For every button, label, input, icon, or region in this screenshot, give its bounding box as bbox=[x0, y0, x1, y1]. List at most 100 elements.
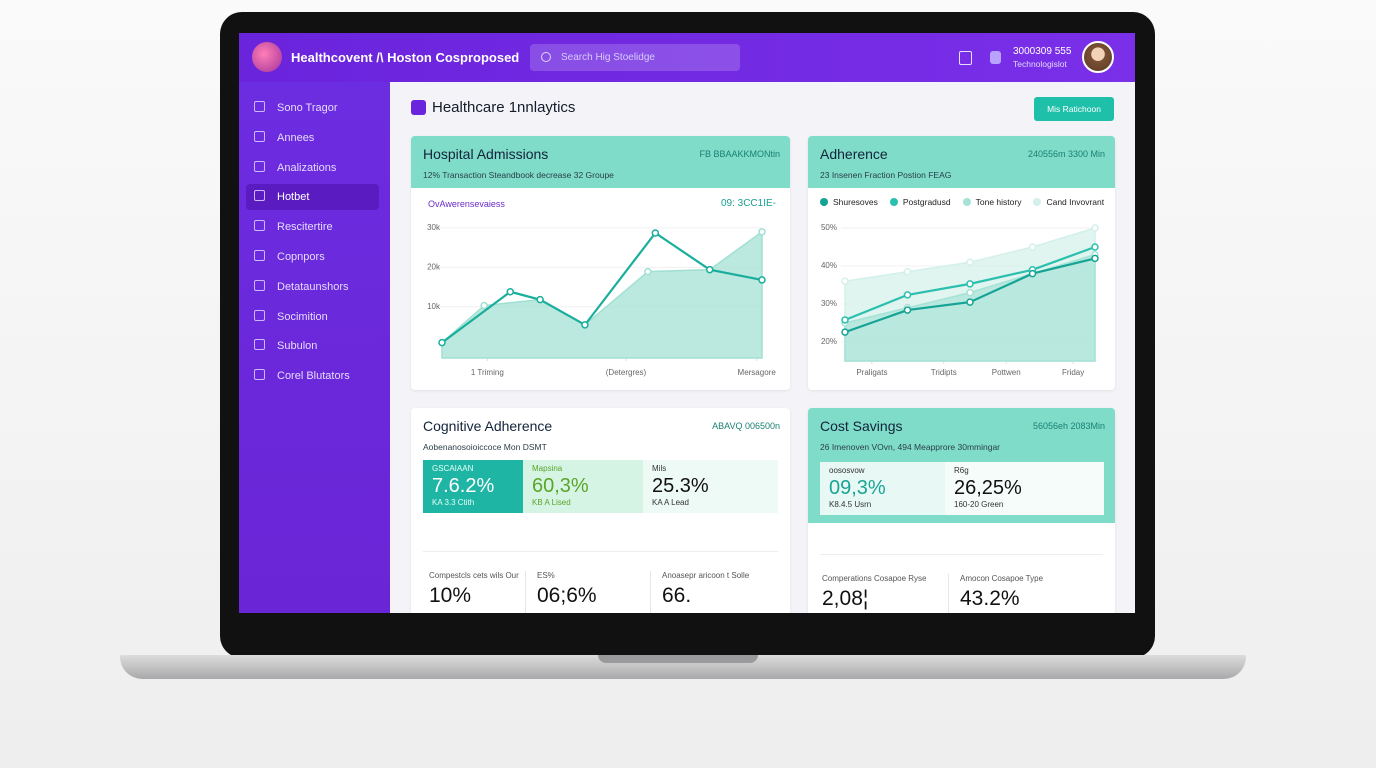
card-meta: 240556m 3300 Min bbox=[1027, 149, 1105, 159]
stat-label: Compestcls cets wils Our bbox=[429, 571, 519, 580]
x-tick-label: Tridipts bbox=[931, 368, 957, 377]
divider bbox=[820, 554, 1103, 555]
card-header bbox=[411, 136, 790, 188]
sidebar-label: Subulon bbox=[277, 340, 318, 353]
brand: Healthcovent /\ Hoston Cosproposed bbox=[291, 50, 520, 65]
divider bbox=[525, 571, 526, 613]
shield-icon[interactable] bbox=[990, 51, 1001, 64]
sidebar: Sono Tragor Annees Analizations Hotbet Resci… bbox=[239, 82, 390, 613]
legend-label: Cand Invovrant bbox=[1046, 197, 1105, 207]
chart-label: OvAwerensevaiess bbox=[428, 199, 505, 209]
y-tick-label: 50% bbox=[821, 223, 837, 232]
tile-value: 09,3% bbox=[829, 477, 886, 499]
y-tick-label: 20% bbox=[821, 337, 837, 346]
avatar[interactable] bbox=[1082, 41, 1114, 73]
sidebar-label: Sono Tragor bbox=[277, 102, 338, 114]
action-button[interactable]: Mis Ratichoon bbox=[1034, 97, 1114, 121]
point bbox=[903, 306, 912, 314]
screen: Healthcovent /\ Hoston Cosproposed Searc… bbox=[239, 33, 1135, 613]
sidebar-item[interactable]: Corel Blutators bbox=[246, 363, 379, 389]
point bbox=[581, 321, 589, 329]
y-tick-label: 30% bbox=[821, 299, 837, 308]
card-title: Cognitive Adherence bbox=[423, 418, 553, 434]
x-tick-label: Mersagore bbox=[738, 368, 777, 377]
sidebar-label: Hotbet bbox=[277, 191, 310, 204]
stat-tile: R6g 26,25% 160-20 Green bbox=[945, 462, 1104, 515]
point bbox=[966, 298, 974, 306]
sidebar-label: Corel Blutators bbox=[277, 370, 350, 383]
area bbox=[441, 230, 763, 359]
card-note: 23 Insenen Fraction Postion FEAG bbox=[820, 170, 952, 180]
point bbox=[1091, 254, 1099, 263]
legend-swatch bbox=[962, 198, 971, 206]
line-chart: 10k 20k 30k 1 Triming (Detergres) Mersagore bbox=[427, 223, 777, 377]
line-chart: 20% 30% 40% 50% Praligats Tridipts Pottwen Frid… bbox=[821, 223, 1099, 377]
title-icon bbox=[411, 100, 426, 115]
tile-value: 7.6.2% bbox=[432, 475, 495, 497]
sidebar-item[interactable]: Analizations bbox=[246, 155, 379, 181]
card-meta: FB BBAAKKMONtin bbox=[699, 149, 780, 159]
legend-swatch bbox=[889, 198, 898, 206]
stat-tile: Mils 25.3% KA A Lead bbox=[643, 460, 778, 513]
stat: Compestcls cets wils Our 10% K1AA 433 Moht… bbox=[429, 571, 519, 613]
search-box[interactable]: Search Hig Stoelidge bbox=[530, 44, 740, 71]
sidebar-item[interactable]: Socimition bbox=[246, 304, 379, 330]
stat-label: Comperations Cosapoe Ryse bbox=[822, 574, 927, 583]
sidebar-item[interactable]: Rescitertire bbox=[246, 214, 379, 240]
stat-label: Amocon Cosapoe Type bbox=[960, 574, 1044, 583]
user-id: 3000309 555 bbox=[1013, 46, 1072, 57]
sidebar-label: Analizations bbox=[277, 161, 337, 174]
x-tick-label: Praligats bbox=[856, 368, 887, 377]
legend-label: Shuresoves bbox=[833, 197, 878, 207]
legend-item: Shuresoves bbox=[820, 197, 878, 207]
card-note: Aobenanosoioiccoce Mon DSMT bbox=[423, 442, 547, 452]
legend-label: Postgradusd bbox=[902, 197, 951, 207]
search-icon bbox=[541, 52, 551, 62]
laptop-notch bbox=[598, 655, 758, 663]
point bbox=[966, 280, 974, 288]
legend: Shuresoves Postgradusd Tone history Cand In… bbox=[820, 197, 1115, 207]
card-note: 12% Transaction Steandbook decrease 32 G… bbox=[423, 170, 614, 180]
stat-value: 06;6% bbox=[537, 584, 597, 607]
sidebar-item[interactable]: Copnpors bbox=[246, 244, 379, 270]
tile-sub: KA A Lead bbox=[652, 498, 689, 507]
legend-label: Tone history bbox=[975, 197, 1022, 207]
point bbox=[651, 229, 660, 237]
logo[interactable] bbox=[252, 42, 282, 72]
tile-sub: KB A Lised bbox=[532, 498, 571, 507]
sidebar-icon bbox=[254, 190, 265, 202]
stat: Anoasepr aricoon t Solle 66. Kit A preceme… bbox=[662, 571, 749, 613]
notifications-icon[interactable] bbox=[959, 51, 972, 65]
sidebar-label: Copnpors bbox=[277, 251, 325, 263]
point bbox=[758, 276, 766, 284]
sidebar-item[interactable]: Subulon bbox=[246, 333, 379, 359]
search-placeholder: Search Hig Stoelidge bbox=[561, 52, 655, 63]
sidebar-item[interactable]: Detataunshors bbox=[246, 274, 379, 300]
area bbox=[844, 253, 1096, 362]
card-note: 26 Imenoven VOvn, 494 Meapprore 30mminga… bbox=[820, 442, 1001, 452]
tile-value: 26,25% bbox=[954, 477, 1022, 499]
card-meta: 56056eh 2083Min bbox=[1032, 421, 1105, 431]
tile-sub: K8.4.5 Usrn bbox=[829, 500, 872, 509]
stat-tile: GSCAIAAN 7.6.2% KA 3.3 Ctith bbox=[423, 460, 523, 513]
stat-value: 10% bbox=[429, 584, 472, 607]
sidebar-item[interactable]: Sono Tragor bbox=[246, 95, 379, 121]
tile-label: Mapsina bbox=[532, 464, 563, 473]
legend-swatch bbox=[820, 198, 828, 206]
stat-sub: Hka presement bbox=[537, 612, 597, 613]
point bbox=[438, 338, 446, 347]
sidebar-item[interactable]: Hotbet bbox=[246, 184, 379, 211]
y-tick-label: 20k bbox=[427, 262, 441, 271]
sidebar-item[interactable]: Annees bbox=[246, 125, 379, 151]
point bbox=[705, 265, 714, 274]
tile-label: Mils bbox=[652, 464, 667, 473]
chart-label: 09: 3CC1IE- bbox=[720, 198, 776, 209]
legend-item: Tone history bbox=[962, 197, 1022, 207]
stat-value: 2,08¦ bbox=[822, 587, 869, 610]
tile-sub: KA 3.3 Ctith bbox=[432, 498, 475, 507]
tile-value: 25.3% bbox=[652, 475, 709, 497]
sidebar-icon bbox=[254, 220, 265, 232]
point bbox=[966, 258, 974, 266]
card-meta: ABAVQ 006500n bbox=[712, 421, 780, 431]
